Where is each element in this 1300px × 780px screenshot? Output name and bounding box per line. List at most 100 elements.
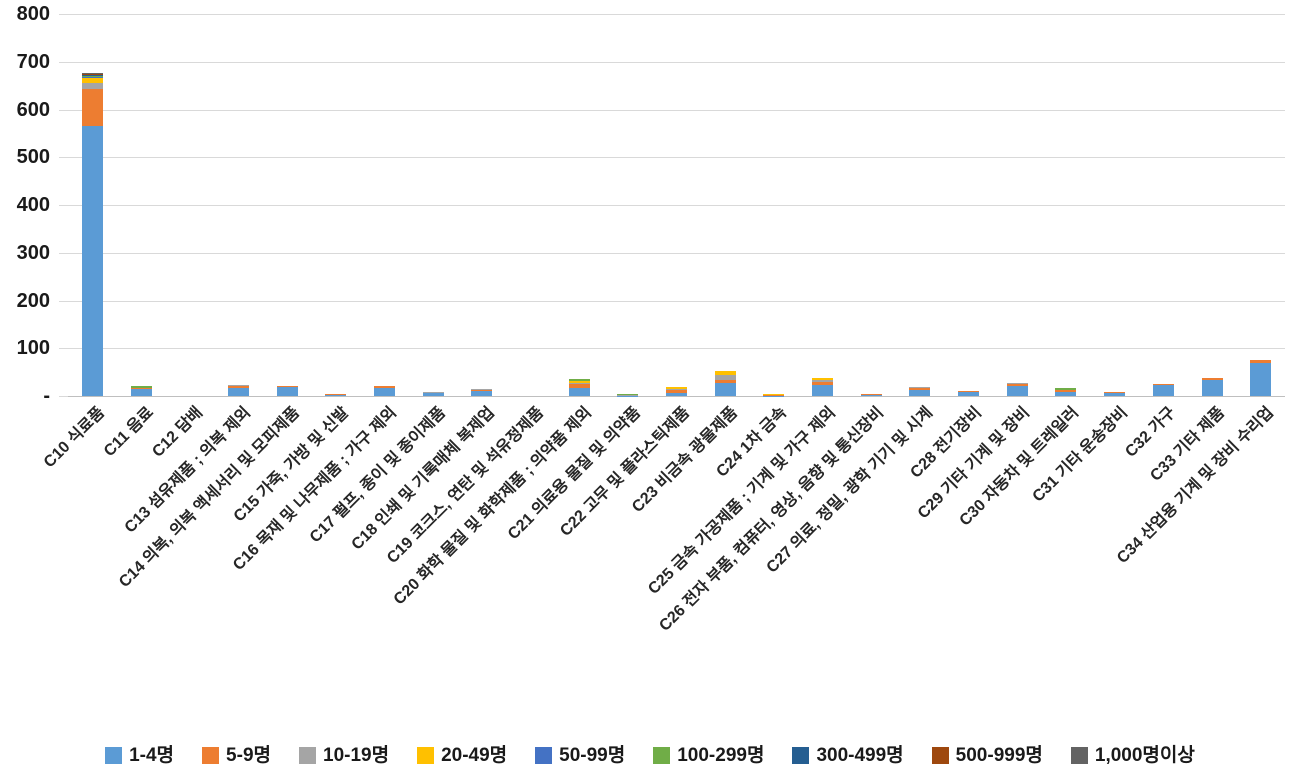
bar-segment — [1006, 386, 1028, 396]
bar-segment — [373, 387, 395, 396]
legend-swatch-icon — [653, 746, 671, 764]
y-axis-tick — [59, 109, 68, 111]
y-tick-label: 800 — [16, 3, 50, 25]
bar-segment — [617, 395, 639, 397]
bar-segment — [276, 387, 298, 396]
bar-segment — [81, 82, 103, 89]
bar-segment — [860, 393, 882, 395]
bar-segment — [568, 380, 590, 383]
legend-label: 300-499명 — [816, 744, 904, 766]
bar-segment — [714, 375, 736, 381]
gridline — [68, 252, 1285, 254]
legend-swatch-icon — [417, 746, 435, 764]
x-category-label: C10 식료품 — [41, 404, 109, 472]
bar-segment — [617, 395, 639, 396]
legend-label: 500-999명 — [955, 744, 1043, 766]
legend-swatch-icon — [1070, 746, 1088, 764]
bar-segment — [1201, 377, 1223, 381]
bar-segment — [373, 385, 395, 388]
bar-segment — [1104, 392, 1126, 393]
legend-item: 100-299명 — [653, 746, 764, 765]
bar-segment — [1006, 383, 1028, 384]
legend-item: 1,000명이상 — [1070, 746, 1195, 765]
legend-swatch-icon — [299, 746, 316, 764]
bar-segment — [666, 386, 687, 389]
legend-label: 1-4명 — [129, 744, 175, 766]
x-category-label: C11 음료 — [100, 404, 158, 461]
bar-segment — [81, 76, 103, 78]
gridline — [68, 300, 1285, 302]
bar-segment — [909, 389, 931, 396]
bar-segment — [1006, 383, 1028, 387]
x-category-label: C31 기타 운송장비 — [1029, 404, 1131, 506]
gridline — [68, 348, 1285, 350]
legend-label: 20-49명 — [441, 744, 508, 766]
bar-segment — [81, 88, 103, 127]
y-tick-label: 500 — [16, 146, 50, 169]
y-axis-tick — [59, 61, 68, 63]
y-axis-tick — [59, 300, 68, 302]
bar-segment — [130, 386, 152, 389]
bar-segment — [909, 387, 931, 390]
y-tick-label: 200 — [16, 289, 50, 312]
bar-segment — [81, 74, 103, 76]
bar-segment — [568, 382, 590, 384]
bar-segment — [714, 371, 736, 376]
y-axis-tick — [59, 348, 68, 350]
bar-segment — [812, 377, 833, 381]
bar-segment — [1250, 362, 1272, 396]
y-tick-label: 300 — [16, 241, 50, 264]
bar-segment — [1055, 389, 1077, 392]
y-tick-label: 700 — [16, 50, 50, 73]
bar-segment — [812, 385, 833, 396]
x-category-label: C14 의복, 의복 액세서리 및 모피제품 — [116, 404, 304, 591]
bar-segment — [714, 380, 736, 384]
bar-segment — [1250, 360, 1272, 363]
bar-segment — [958, 391, 980, 396]
bar-segment — [471, 389, 493, 392]
x-axis-line — [68, 396, 1285, 397]
legend-item: 10-19명 — [299, 746, 389, 765]
bar-segment — [130, 388, 152, 390]
bar-segment — [276, 386, 298, 388]
legend-label: 10-19명 — [323, 744, 390, 766]
bar-segment — [666, 392, 687, 396]
bar-segment — [763, 395, 785, 396]
legend-item: 1-4명 — [105, 746, 174, 765]
y-tick-label: 400 — [16, 194, 50, 216]
legend-swatch-icon — [931, 746, 949, 764]
gridline — [68, 14, 1285, 15]
legend-item: 50-99명 — [535, 746, 625, 765]
legend-swatch-icon — [105, 746, 123, 764]
gridline — [68, 109, 1285, 111]
legend-swatch-icon — [792, 746, 810, 764]
y-tick-label: 100 — [16, 337, 50, 360]
y-axis-tick — [59, 205, 68, 206]
y-axis-tick — [59, 252, 68, 254]
bar-segment — [81, 126, 103, 396]
bar-segment — [81, 73, 103, 75]
y-tick-label: - — [43, 385, 50, 407]
bar-segment — [909, 387, 931, 389]
bar-segment — [812, 380, 833, 383]
legend: 1-4명 5-9명 10-19명 20-49명 50-99명 100-299명 300-49… — [0, 738, 1300, 772]
bar-segment — [81, 77, 103, 83]
y-axis-tick — [59, 157, 68, 159]
legend-label: 50-99명 — [559, 744, 626, 766]
legend-item: 5-9명 — [202, 746, 271, 765]
bar-segment — [568, 378, 590, 381]
legend-label: 100-299명 — [677, 744, 765, 766]
bar-segment — [1104, 392, 1126, 396]
legend-swatch-icon — [202, 746, 220, 764]
bar-segment — [471, 389, 493, 391]
bar-segment — [763, 393, 785, 396]
bar-segment — [666, 388, 687, 390]
y-axis-tick — [59, 14, 68, 15]
bar-segment — [666, 389, 687, 393]
bar-segment — [617, 393, 639, 396]
gridline — [68, 205, 1285, 206]
bar-segment — [763, 395, 785, 397]
bar-segment — [422, 393, 444, 396]
bar-segment — [227, 388, 249, 396]
gridline — [68, 61, 1285, 63]
